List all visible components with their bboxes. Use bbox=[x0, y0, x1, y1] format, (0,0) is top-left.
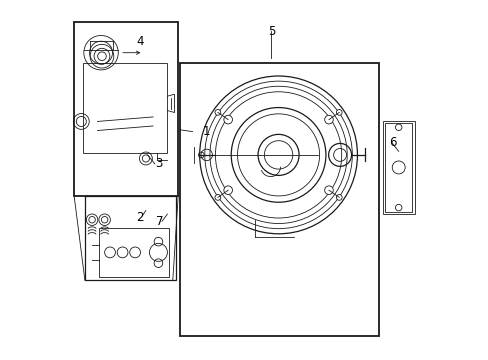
Text: 2: 2 bbox=[136, 211, 143, 224]
Bar bbox=[384, 123, 411, 212]
Circle shape bbox=[324, 186, 333, 194]
Bar bbox=[85, 196, 176, 280]
Bar bbox=[382, 121, 414, 214]
Text: 5: 5 bbox=[267, 25, 275, 38]
Circle shape bbox=[324, 115, 333, 124]
Text: 1: 1 bbox=[203, 125, 210, 138]
Text: 3: 3 bbox=[154, 157, 162, 170]
Text: 7: 7 bbox=[156, 215, 163, 228]
Text: 6: 6 bbox=[389, 136, 396, 149]
Circle shape bbox=[215, 194, 220, 200]
Circle shape bbox=[215, 109, 220, 115]
Bar bbox=[180, 63, 378, 336]
Circle shape bbox=[336, 109, 342, 115]
Bar bbox=[83, 63, 167, 153]
Circle shape bbox=[224, 115, 232, 124]
Circle shape bbox=[224, 186, 232, 194]
Bar bbox=[74, 22, 178, 196]
Bar bbox=[99, 228, 169, 277]
Text: 4: 4 bbox=[137, 35, 144, 49]
Circle shape bbox=[336, 194, 342, 200]
